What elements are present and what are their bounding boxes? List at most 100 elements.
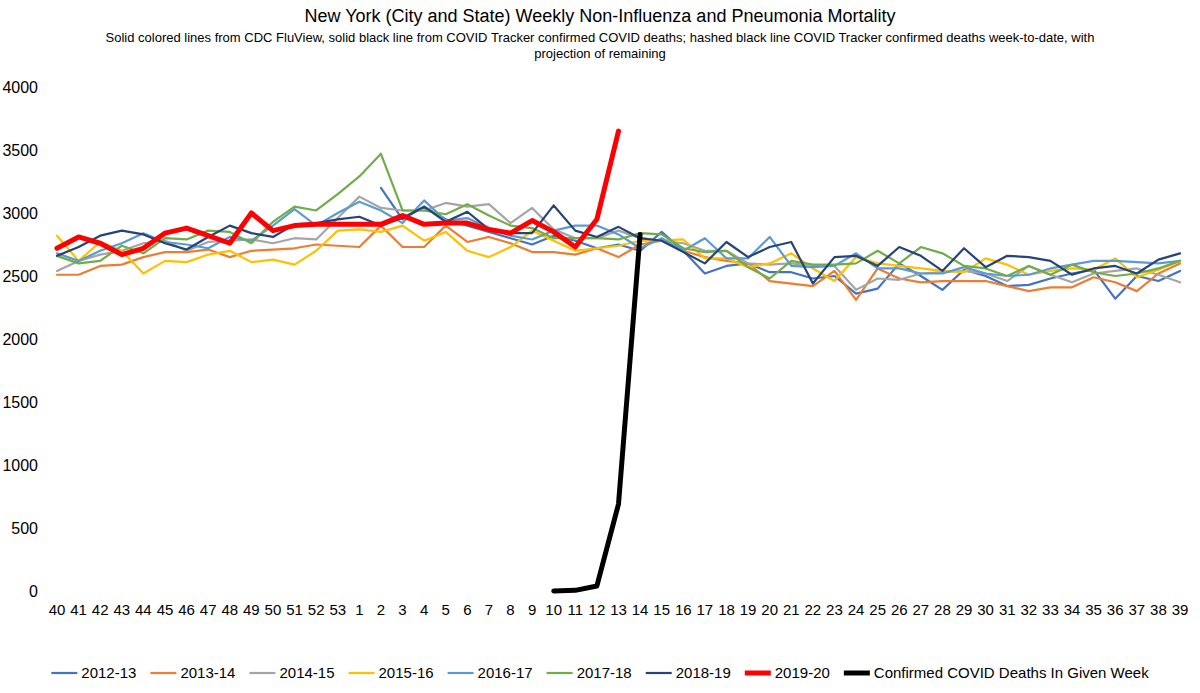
x-tick-label: 35	[1085, 601, 1102, 618]
x-tick-label: 31	[999, 601, 1016, 618]
x-tick-label: 4	[420, 601, 428, 618]
legend-label: 2012-13	[81, 664, 136, 681]
y-tick-label: 3000	[2, 205, 38, 222]
x-tick-label: 12	[589, 601, 606, 618]
series-line	[57, 205, 1180, 283]
x-tick-label: 10	[545, 601, 562, 618]
x-tick-label: 14	[632, 601, 649, 618]
x-tick-label: 24	[848, 601, 865, 618]
x-tick-label: 33	[1042, 601, 1059, 618]
legend-swatch	[448, 672, 474, 674]
x-tick-label: 46	[178, 601, 195, 618]
x-tick-label: 34	[1064, 601, 1081, 618]
legend-label: 2016-17	[478, 664, 533, 681]
x-tick-label: 37	[1128, 601, 1145, 618]
series-line	[57, 226, 1180, 300]
y-tick-label: 1000	[2, 457, 38, 474]
x-tick-label: 27	[913, 601, 930, 618]
x-tick-label: 23	[826, 601, 843, 618]
x-tick-label: 19	[740, 601, 757, 618]
x-tick-label: 6	[463, 601, 471, 618]
series-line	[57, 154, 1180, 279]
x-tick-label: 22	[805, 601, 822, 618]
legend: 2012-13 2013-14 2014-15 2015-16 2016-17 2017-…	[51, 664, 1149, 681]
title: New York (City and State) Weekly Non-Inf…	[305, 6, 896, 26]
x-tick-label: 21	[783, 601, 800, 618]
x-tick-label: 25	[869, 601, 886, 618]
series-line	[57, 200, 1180, 276]
x-tick-label: 38	[1150, 601, 1167, 618]
legend-swatch	[349, 672, 375, 674]
series-line	[554, 234, 640, 591]
y-tick-label: 2000	[2, 331, 38, 348]
legend-swatch	[547, 672, 573, 674]
x-tick-label: 52	[308, 601, 325, 618]
x-tick-label: 1	[355, 601, 363, 618]
x-tick-label: 47	[200, 601, 217, 618]
y-tick	[40, 339, 44, 340]
y-tick-label: 1500	[2, 394, 38, 411]
x-tick-label: 13	[610, 601, 627, 618]
x-tick-label: 20	[761, 601, 778, 618]
x-tick-label: 53	[329, 601, 346, 618]
x-tick-label: 44	[135, 601, 152, 618]
legend-swatch	[249, 672, 275, 674]
x-tick-label: 9	[528, 601, 536, 618]
legend-label: 2017-18	[577, 664, 632, 681]
y-tick	[40, 402, 44, 403]
background	[0, 0, 1200, 693]
x-tick-label: 51	[286, 601, 303, 618]
legend-label: 2018-19	[676, 664, 731, 681]
y-tick-label: 2500	[2, 268, 38, 285]
x-tick-label: 16	[675, 601, 692, 618]
y-tick	[40, 276, 44, 277]
y-tick-label: 3500	[2, 142, 38, 159]
y-tick	[40, 591, 44, 592]
x-tick-label: 41	[70, 601, 87, 618]
y-tick	[40, 465, 44, 466]
x-tick-label: 7	[485, 601, 493, 618]
legend-label: 2019-20	[775, 664, 830, 681]
y-tick	[40, 213, 44, 214]
legend-swatch	[745, 671, 771, 676]
legend-label: 2014-15	[279, 664, 334, 681]
x-tick-label: 28	[934, 601, 951, 618]
x-tick-label: 26	[891, 601, 908, 618]
x-tick-label: 5	[442, 601, 450, 618]
x-tick-label: 32	[1020, 601, 1037, 618]
y-tick	[40, 528, 44, 529]
legend-swatch	[844, 671, 870, 676]
legend-label: Confirmed COVID Deaths In Given Week	[874, 664, 1149, 681]
legend-label: 2013-14	[180, 664, 235, 681]
x-tick-label: 29	[956, 601, 973, 618]
x-tick-label: 18	[718, 601, 735, 618]
y-tick-label: 0	[29, 583, 38, 600]
x-tick-label: 49	[243, 601, 260, 618]
y-tick-label: 500	[11, 520, 38, 537]
y-tick-label: 4000	[2, 79, 38, 96]
subtitle: Solid colored lines from CDC FluView, so…	[106, 30, 1095, 61]
x-tick-label: 36	[1107, 601, 1124, 618]
legend-swatch	[646, 672, 672, 674]
x-tick-label: 3	[398, 601, 406, 618]
x-tick-label: 2	[377, 601, 385, 618]
x-tick-label: 30	[977, 601, 994, 618]
y-tick	[40, 150, 44, 151]
chart: New York (City and State) Weekly Non-Inf…	[0, 0, 1200, 693]
x-tick-label: 15	[653, 601, 670, 618]
plot-area	[57, 131, 1180, 591]
legend-swatch	[51, 672, 77, 674]
x-tick-label: 17	[697, 601, 714, 618]
x-tick-label: 40	[49, 601, 66, 618]
legend-label: 2015-16	[379, 664, 434, 681]
x-tick-label: 42	[92, 601, 109, 618]
x-tick-label: 43	[113, 601, 130, 618]
x-tick-label: 45	[157, 601, 174, 618]
x-tick-label: 50	[265, 601, 282, 618]
x-tick-label: 39	[1172, 601, 1189, 618]
x-tick-label: 8	[506, 601, 514, 618]
x-tick-label: 48	[221, 601, 238, 618]
legend-swatch	[150, 672, 176, 674]
y-tick	[40, 87, 44, 88]
x-tick-label: 11	[568, 601, 584, 618]
